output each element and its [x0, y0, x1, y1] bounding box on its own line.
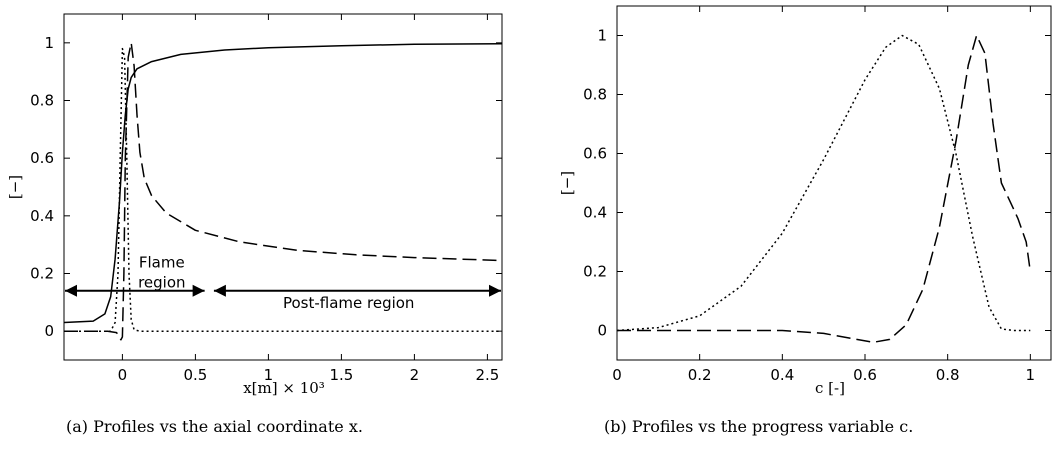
x-tick-label: 0.6: [853, 366, 877, 384]
x-axis-label: x[m] × 10³: [243, 379, 325, 397]
arrow-head-left: [65, 284, 77, 297]
caption-a: (a) Profiles vs the axial coordinate x.: [66, 417, 363, 436]
x-tick-label: 0.2: [688, 366, 712, 384]
y-axis-label: [−]: [558, 171, 576, 195]
series-line-dashed: [64, 42, 502, 341]
arrow-head-right: [192, 284, 205, 297]
caption-b: (b) Profiles vs the progress variable c.: [604, 417, 913, 436]
arrow-head-left: [213, 284, 226, 297]
y-tick-label: 0.8: [583, 86, 607, 104]
x-tick-label: 0.5: [183, 366, 207, 384]
series-line-dashed: [617, 34, 1032, 344]
x-tick-label: 0: [118, 366, 128, 384]
y-tick-label: 0.4: [30, 207, 54, 225]
panel-a: 0 0.5 1 1.5 2 2.500.20.40.60.81x[m] × 10³[−]F…: [6, 13, 503, 397]
x-tick-label: 2.5: [475, 366, 499, 384]
y-tick-label: 0.2: [583, 263, 607, 281]
annotation-text: Post-flame region: [283, 294, 414, 312]
y-tick-label: 0.6: [583, 145, 607, 163]
x-tick-label: 1: [264, 366, 274, 384]
annotation-text: Flame: [139, 254, 185, 272]
x-tick-label: 1.5: [329, 366, 353, 384]
y-tick-label: 0.8: [30, 92, 54, 110]
y-tick-label: 0: [597, 322, 607, 340]
x-tick-label: 0.4: [770, 366, 794, 384]
series-line-dotted: [64, 47, 502, 332]
x-axis-label: c [-]: [815, 379, 845, 397]
series-line-solid: [64, 42, 502, 324]
arrow-head-right: [489, 284, 501, 297]
series-line-dotted: [617, 34, 1031, 332]
x-tick-label: 0: [612, 366, 622, 384]
plot-frame: [63, 13, 503, 361]
y-tick-label: 0.2: [30, 265, 54, 283]
annotation-text: region: [138, 274, 185, 292]
panel-b: 0 0.2 0.4 0.6 0.8 1 0 0.2 0.4 0.6 0.8 1 c [-] [−]: [558, 5, 1052, 397]
y-axis-label: [−]: [6, 175, 24, 199]
plot-frame: [616, 5, 1052, 361]
x-tick-label: 0.8: [936, 366, 960, 384]
y-tick-label: 1: [597, 27, 607, 45]
x-tick-label: 2: [410, 366, 420, 384]
y-tick-label: 0.4: [583, 204, 607, 222]
x-tick-label: 1: [1026, 366, 1036, 384]
y-tick-label: 1: [44, 34, 54, 52]
y-tick-label: 0.6: [30, 149, 54, 167]
y-tick-label: 0: [44, 322, 54, 340]
